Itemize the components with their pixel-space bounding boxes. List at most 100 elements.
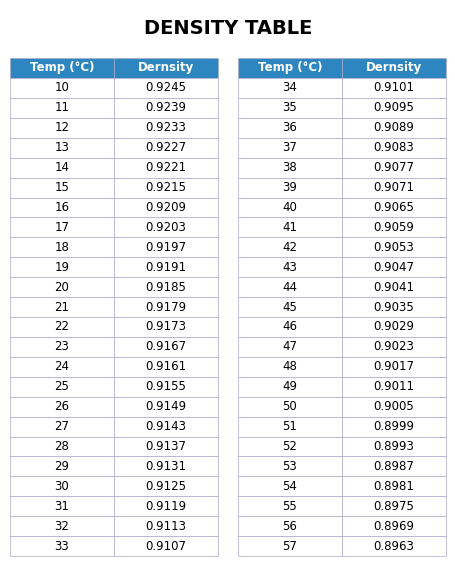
Bar <box>114 477 217 496</box>
Bar <box>114 197 217 217</box>
Bar <box>10 417 114 437</box>
Text: 0.9167: 0.9167 <box>145 341 186 354</box>
Bar <box>341 337 445 357</box>
Bar <box>114 217 217 237</box>
Text: 49: 49 <box>282 380 297 393</box>
Text: 0.9119: 0.9119 <box>145 500 186 513</box>
Bar <box>238 377 341 396</box>
Bar <box>341 496 445 516</box>
Text: 36: 36 <box>282 121 297 134</box>
Bar <box>114 138 217 158</box>
Bar <box>341 516 445 536</box>
Bar <box>10 158 114 178</box>
Text: 44: 44 <box>282 281 297 294</box>
Bar <box>114 536 217 556</box>
Bar <box>238 197 341 217</box>
Text: 0.9023: 0.9023 <box>373 341 414 354</box>
Bar <box>341 197 445 217</box>
Text: 16: 16 <box>55 201 69 214</box>
Bar <box>10 237 114 257</box>
Text: 22: 22 <box>55 320 69 333</box>
Bar <box>341 237 445 257</box>
Bar <box>114 317 217 337</box>
Text: 0.9143: 0.9143 <box>145 420 186 433</box>
Text: 0.9245: 0.9245 <box>145 81 186 94</box>
Text: 0.9161: 0.9161 <box>145 360 186 373</box>
Bar <box>341 138 445 158</box>
Text: 0.9113: 0.9113 <box>145 519 186 532</box>
Bar <box>238 237 341 257</box>
Text: 0.8975: 0.8975 <box>373 500 414 513</box>
Text: 45: 45 <box>282 301 297 314</box>
Text: 0.9131: 0.9131 <box>145 460 186 473</box>
Bar <box>10 138 114 158</box>
Text: 20: 20 <box>55 281 69 294</box>
Text: 0.8993: 0.8993 <box>373 440 414 453</box>
Text: 38: 38 <box>282 161 297 174</box>
Text: 41: 41 <box>282 221 297 234</box>
Bar <box>238 297 341 317</box>
Text: 26: 26 <box>55 400 69 413</box>
Bar <box>10 536 114 556</box>
Bar <box>341 417 445 437</box>
Text: 17: 17 <box>55 221 69 234</box>
Bar <box>341 178 445 197</box>
Text: 0.9029: 0.9029 <box>373 320 414 333</box>
Text: 12: 12 <box>55 121 69 134</box>
Bar <box>238 118 341 138</box>
Bar <box>341 277 445 297</box>
Text: 0.9125: 0.9125 <box>145 480 186 493</box>
Text: 0.9221: 0.9221 <box>145 161 186 174</box>
Text: 11: 11 <box>55 102 69 114</box>
Bar <box>114 78 217 98</box>
Bar <box>238 217 341 237</box>
Text: 32: 32 <box>55 519 69 532</box>
Bar <box>341 377 445 396</box>
Bar <box>341 396 445 417</box>
Bar <box>238 78 341 98</box>
Text: 0.9095: 0.9095 <box>373 102 414 114</box>
Bar <box>341 456 445 477</box>
Text: 37: 37 <box>282 141 297 154</box>
Text: 31: 31 <box>55 500 69 513</box>
Bar <box>238 536 341 556</box>
Text: 13: 13 <box>55 141 69 154</box>
Text: 0.9149: 0.9149 <box>145 400 186 413</box>
Bar <box>238 277 341 297</box>
Bar <box>10 257 114 277</box>
Text: 0.9089: 0.9089 <box>373 121 414 134</box>
Bar <box>114 297 217 317</box>
Bar <box>10 337 114 357</box>
Bar <box>341 58 445 78</box>
Text: 0.8981: 0.8981 <box>373 480 414 493</box>
Text: 0.9083: 0.9083 <box>373 141 414 154</box>
Text: 25: 25 <box>55 380 69 393</box>
Bar <box>238 396 341 417</box>
Text: 0.9005: 0.9005 <box>373 400 414 413</box>
Text: 0.9047: 0.9047 <box>373 261 414 274</box>
Text: 56: 56 <box>282 519 297 532</box>
Bar <box>10 297 114 317</box>
Bar <box>114 158 217 178</box>
Bar <box>10 357 114 377</box>
Bar <box>114 456 217 477</box>
Text: 42: 42 <box>282 241 297 254</box>
Bar <box>114 257 217 277</box>
Text: 27: 27 <box>55 420 69 433</box>
Text: 39: 39 <box>282 181 297 194</box>
Bar <box>238 496 341 516</box>
Text: Temp (°C): Temp (°C) <box>30 61 94 74</box>
Bar <box>341 257 445 277</box>
Text: 0.9233: 0.9233 <box>145 121 186 134</box>
Text: 0.9101: 0.9101 <box>373 81 414 94</box>
Bar <box>114 98 217 118</box>
Text: 0.9203: 0.9203 <box>145 221 186 234</box>
Bar <box>10 516 114 536</box>
Text: 0.9179: 0.9179 <box>145 301 186 314</box>
Text: 0.9011: 0.9011 <box>373 380 414 393</box>
Bar <box>10 217 114 237</box>
Text: 0.9071: 0.9071 <box>373 181 414 194</box>
Bar <box>10 197 114 217</box>
Text: 0.9065: 0.9065 <box>373 201 414 214</box>
Text: 0.9239: 0.9239 <box>145 102 186 114</box>
